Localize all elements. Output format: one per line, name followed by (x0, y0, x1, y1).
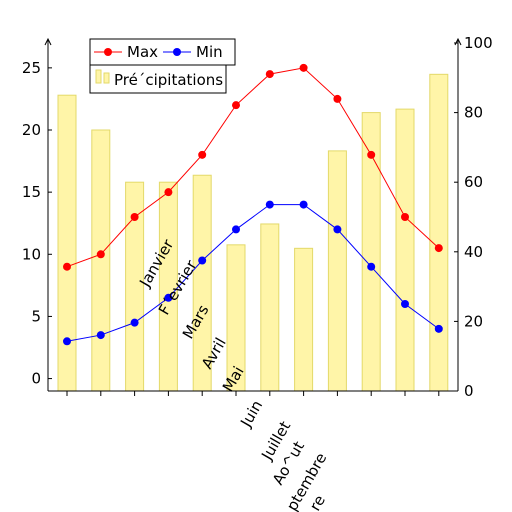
legend-min-label: Min (196, 43, 223, 61)
left-tick-label: 0 (31, 370, 41, 388)
max-temp-point (96, 250, 105, 259)
max-temp-point (164, 188, 173, 197)
left-tick-label: 20 (22, 121, 41, 139)
right-tick-label: 100 (464, 34, 493, 52)
x-axis-ticks (66, 391, 440, 396)
min-temp-point (265, 200, 274, 209)
max-temp-point (401, 213, 409, 221)
precip-bar (294, 247, 314, 392)
precip-bar (429, 73, 449, 392)
right-tick-label: 60 (464, 173, 483, 191)
min-temp-point (63, 337, 71, 346)
max-temp-point (265, 70, 274, 79)
min-temp-point (401, 300, 409, 308)
precip-bar (91, 129, 111, 392)
precip-bar (57, 94, 77, 392)
left-tick-label: 15 (22, 183, 41, 201)
right-tick-label: 20 (464, 312, 483, 330)
max-temp-point (63, 262, 71, 271)
max-temp-point (333, 94, 342, 103)
temperature-lines (63, 63, 443, 346)
min-temp-point (367, 262, 376, 271)
right-tick-label: 40 (464, 243, 483, 261)
max-temp-point (434, 244, 443, 253)
axes (44, 37, 462, 392)
left-tick-label: 10 (22, 245, 41, 263)
legend-min-marker (173, 48, 181, 56)
month-label: Juin (236, 397, 266, 431)
right-tick-label: 0 (464, 382, 474, 400)
max-temp-point (299, 63, 308, 72)
max-temp-line (66, 67, 440, 268)
left-tick-label: 5 (31, 307, 41, 325)
max-temp-point (198, 150, 207, 159)
legend-precip-swatch-1 (95, 69, 102, 84)
left-axis-ticks: 0 5 10 15 20 25 (22, 59, 52, 388)
max-temp-point (232, 101, 240, 110)
right-tick-label: 80 (464, 104, 483, 122)
legend-max-marker (104, 48, 112, 56)
min-temp-point (198, 256, 207, 265)
min-temp-line (66, 204, 440, 342)
legend-precip-label: Pré´cipitations (114, 71, 223, 89)
min-temp-point (434, 324, 443, 333)
min-temp-point (130, 318, 139, 327)
legend-box-bottom (89, 64, 227, 94)
min-temp-point (232, 225, 240, 234)
right-axis-ticks: 0 20 40 60 80 100 (454, 34, 493, 400)
precip-bar (260, 223, 280, 392)
min-temp-point (333, 225, 342, 234)
min-temp-point (164, 293, 173, 302)
precip-bar (395, 108, 415, 392)
min-temp-point (299, 200, 308, 209)
min-temp-point (96, 331, 105, 340)
max-temp-point (130, 213, 139, 221)
legend-precip-swatch-2 (103, 72, 110, 84)
left-tick-label: 25 (22, 59, 41, 77)
precipitation-bars (57, 73, 449, 392)
precip-bar (327, 150, 347, 392)
left-axis-arrow (44, 37, 52, 46)
legend: Max Min Pré´cipitations (89, 38, 236, 94)
legend-max-label: Max (127, 43, 158, 61)
max-temp-point (367, 150, 376, 159)
